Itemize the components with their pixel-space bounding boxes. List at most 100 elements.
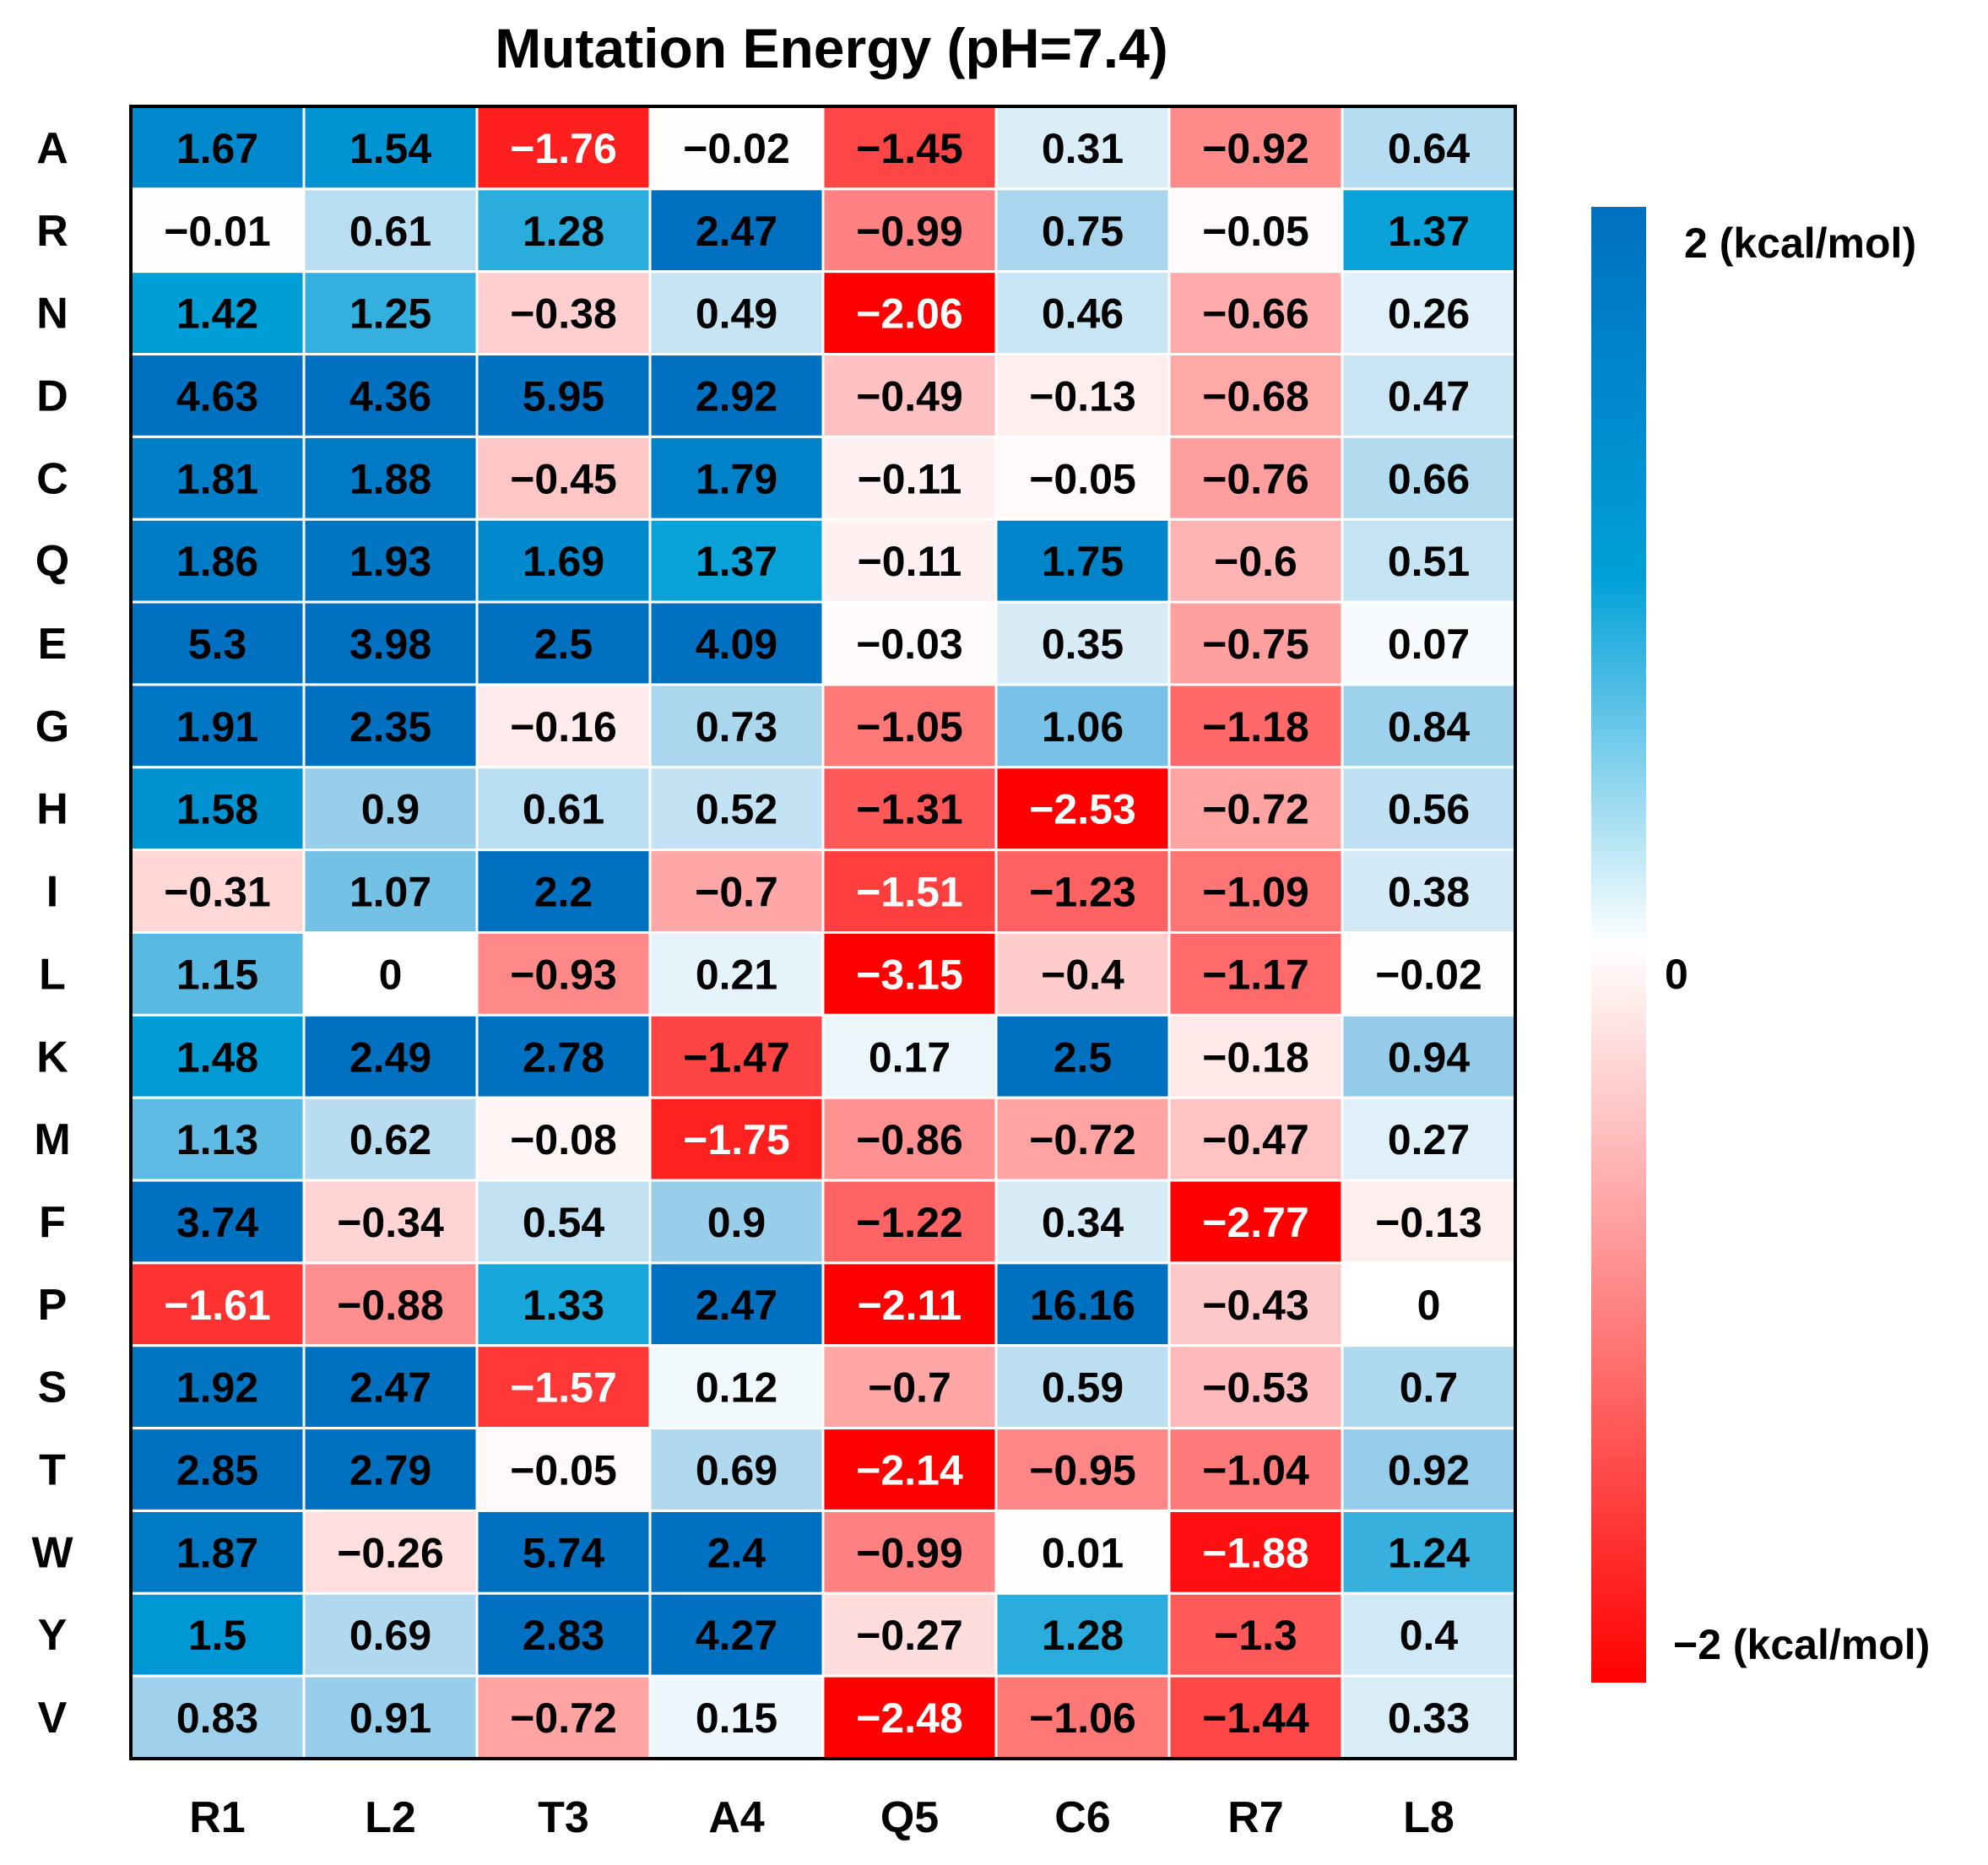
- cell-value-label: 3.74: [176, 1199, 259, 1246]
- heatmap-cell: [994, 600, 1171, 686]
- cell-value-label: 0.83: [176, 1694, 258, 1742]
- cell-value-label: −0.02: [1375, 951, 1482, 998]
- cell-value-label: 0: [1417, 1282, 1441, 1329]
- cell-value-label: 2.78: [523, 1033, 604, 1081]
- cell-value-label: −0.72: [510, 1694, 617, 1742]
- heatmap-cell: [1341, 105, 1517, 191]
- cell-value-label: −1.09: [1202, 869, 1309, 916]
- cell-value-label: 0.51: [1388, 538, 1470, 585]
- heatmap-cell: [129, 1013, 306, 1099]
- heatmap-cell: [994, 518, 1171, 604]
- cell-value-label: −1.44: [1202, 1694, 1309, 1742]
- row-label: Y: [38, 1611, 68, 1660]
- heatmap-cell: [302, 1096, 479, 1182]
- heatmap-cell: [129, 1344, 306, 1430]
- heatmap-cell: [475, 931, 652, 1017]
- column-labels: R1 L2 T3 A4 Q5 C6 R7 L8: [189, 1793, 1454, 1842]
- heatmap-cell: [648, 1427, 825, 1512]
- colorbar-gradient: [1591, 207, 1646, 1683]
- cell-value-label: −0.76: [1202, 455, 1309, 502]
- heatmap-cell: [1167, 270, 1344, 356]
- cell-value-label: −0.7: [695, 869, 778, 916]
- heatmap-cell: [994, 1261, 1171, 1347]
- cell-value-label: −0.34: [337, 1199, 444, 1246]
- cell-value-label: 1.15: [176, 951, 258, 998]
- cell-value-label: 5.95: [523, 372, 604, 420]
- cell-value-label: −1.88: [1202, 1529, 1309, 1576]
- cell-value-label: 2.35: [349, 703, 431, 751]
- cell-value-label: 0.66: [1388, 455, 1470, 502]
- cell-value-label: 5.3: [188, 621, 247, 668]
- row-label: E: [38, 620, 68, 669]
- cell-value-label: 0.9: [361, 786, 420, 833]
- heatmap-cell: [994, 105, 1171, 191]
- heatmap-cell: [1341, 1674, 1517, 1760]
- cell-value-label: −3.15: [856, 951, 963, 998]
- heatmap-cell: [475, 518, 652, 604]
- heatmap-cell: [648, 270, 825, 356]
- cell-value-label: 2.85: [176, 1447, 258, 1494]
- cell-value-label: −2.53: [1029, 786, 1136, 833]
- cell-value-label: 1.75: [1042, 538, 1124, 585]
- cell-value-label: −1.23: [1029, 869, 1136, 916]
- cell-value-label: −1.18: [1202, 703, 1309, 751]
- cell-value-label: 1.5: [188, 1612, 247, 1659]
- heatmap-cell: [475, 1427, 652, 1512]
- cell-value-label: 1.28: [523, 208, 604, 255]
- cell-value-label: 1.86: [176, 538, 258, 585]
- row-label: G: [35, 702, 69, 751]
- cell-value-label: −1.04: [1202, 1447, 1309, 1494]
- row-label: P: [38, 1281, 68, 1330]
- cell-value-label: 2.4: [707, 1529, 766, 1576]
- heatmap-cell: [821, 518, 998, 604]
- heatmap-cell: [648, 1096, 825, 1182]
- heatmap-cell: [475, 1509, 652, 1595]
- heatmap-cell: [821, 683, 998, 769]
- cell-value-label: 1.42: [176, 290, 258, 338]
- colorbar: 2 (kcal/mol) 0 −2 (kcal/mol): [1591, 207, 1930, 1683]
- cell-value-label: 0.49: [696, 290, 777, 338]
- cell-value-label: −0.6: [1214, 538, 1297, 585]
- cell-value-label: 2.49: [349, 1033, 431, 1081]
- heatmap-cell: [302, 105, 479, 191]
- heatmap-cell: [1341, 683, 1517, 769]
- cell-value-label: −2.11: [858, 1282, 962, 1329]
- row-label: H: [36, 785, 68, 834]
- cell-value-label: 3.98: [349, 621, 431, 668]
- heatmap-cell: [994, 1344, 1171, 1430]
- heatmap-cell: [1341, 931, 1517, 1017]
- heatmap-cell: [129, 1261, 306, 1347]
- heatmap-cell: [821, 931, 998, 1017]
- cell-value-label: −0.18: [1202, 1033, 1309, 1081]
- cell-value-label: −0.11: [858, 538, 962, 585]
- cell-value-label: 2.92: [696, 372, 777, 420]
- heatmap-cell: [648, 1674, 825, 1760]
- heatmap-cell: [129, 1179, 306, 1265]
- cell-value-label: −0.01: [164, 208, 271, 255]
- cell-value-label: −0.66: [1202, 290, 1309, 338]
- heatmap-cell: [1341, 518, 1517, 604]
- heatmap-cell: [648, 766, 825, 852]
- cell-value-label: 0.27: [1388, 1116, 1470, 1163]
- heatmap-cell: [1167, 435, 1344, 521]
- cell-value-label: 16.16: [1030, 1282, 1135, 1329]
- heatmap-cell: [648, 1179, 825, 1265]
- heatmap-cell: [302, 931, 479, 1017]
- cell-value-label: 0.52: [696, 786, 777, 833]
- heatmap-cell: [475, 353, 652, 438]
- cell-value-label: 2.2: [534, 869, 593, 916]
- heatmap-cell: [821, 353, 998, 438]
- column-label: R7: [1227, 1793, 1283, 1842]
- column-label: L2: [365, 1793, 416, 1842]
- heatmap-cell: [129, 105, 306, 191]
- heatmap-cell: [1167, 1096, 1344, 1182]
- cell-value-label: 1.06: [1042, 703, 1124, 751]
- cell-value-label: 1.87: [176, 1529, 258, 1576]
- cell-value-label: −1.22: [856, 1199, 963, 1246]
- cell-value-label: 1.79: [696, 455, 777, 502]
- heatmap-cell: [648, 931, 825, 1017]
- cell-value-label: −0.7: [868, 1364, 951, 1412]
- heatmap-cell: [1167, 600, 1344, 686]
- cell-value-label: 1.37: [696, 538, 777, 585]
